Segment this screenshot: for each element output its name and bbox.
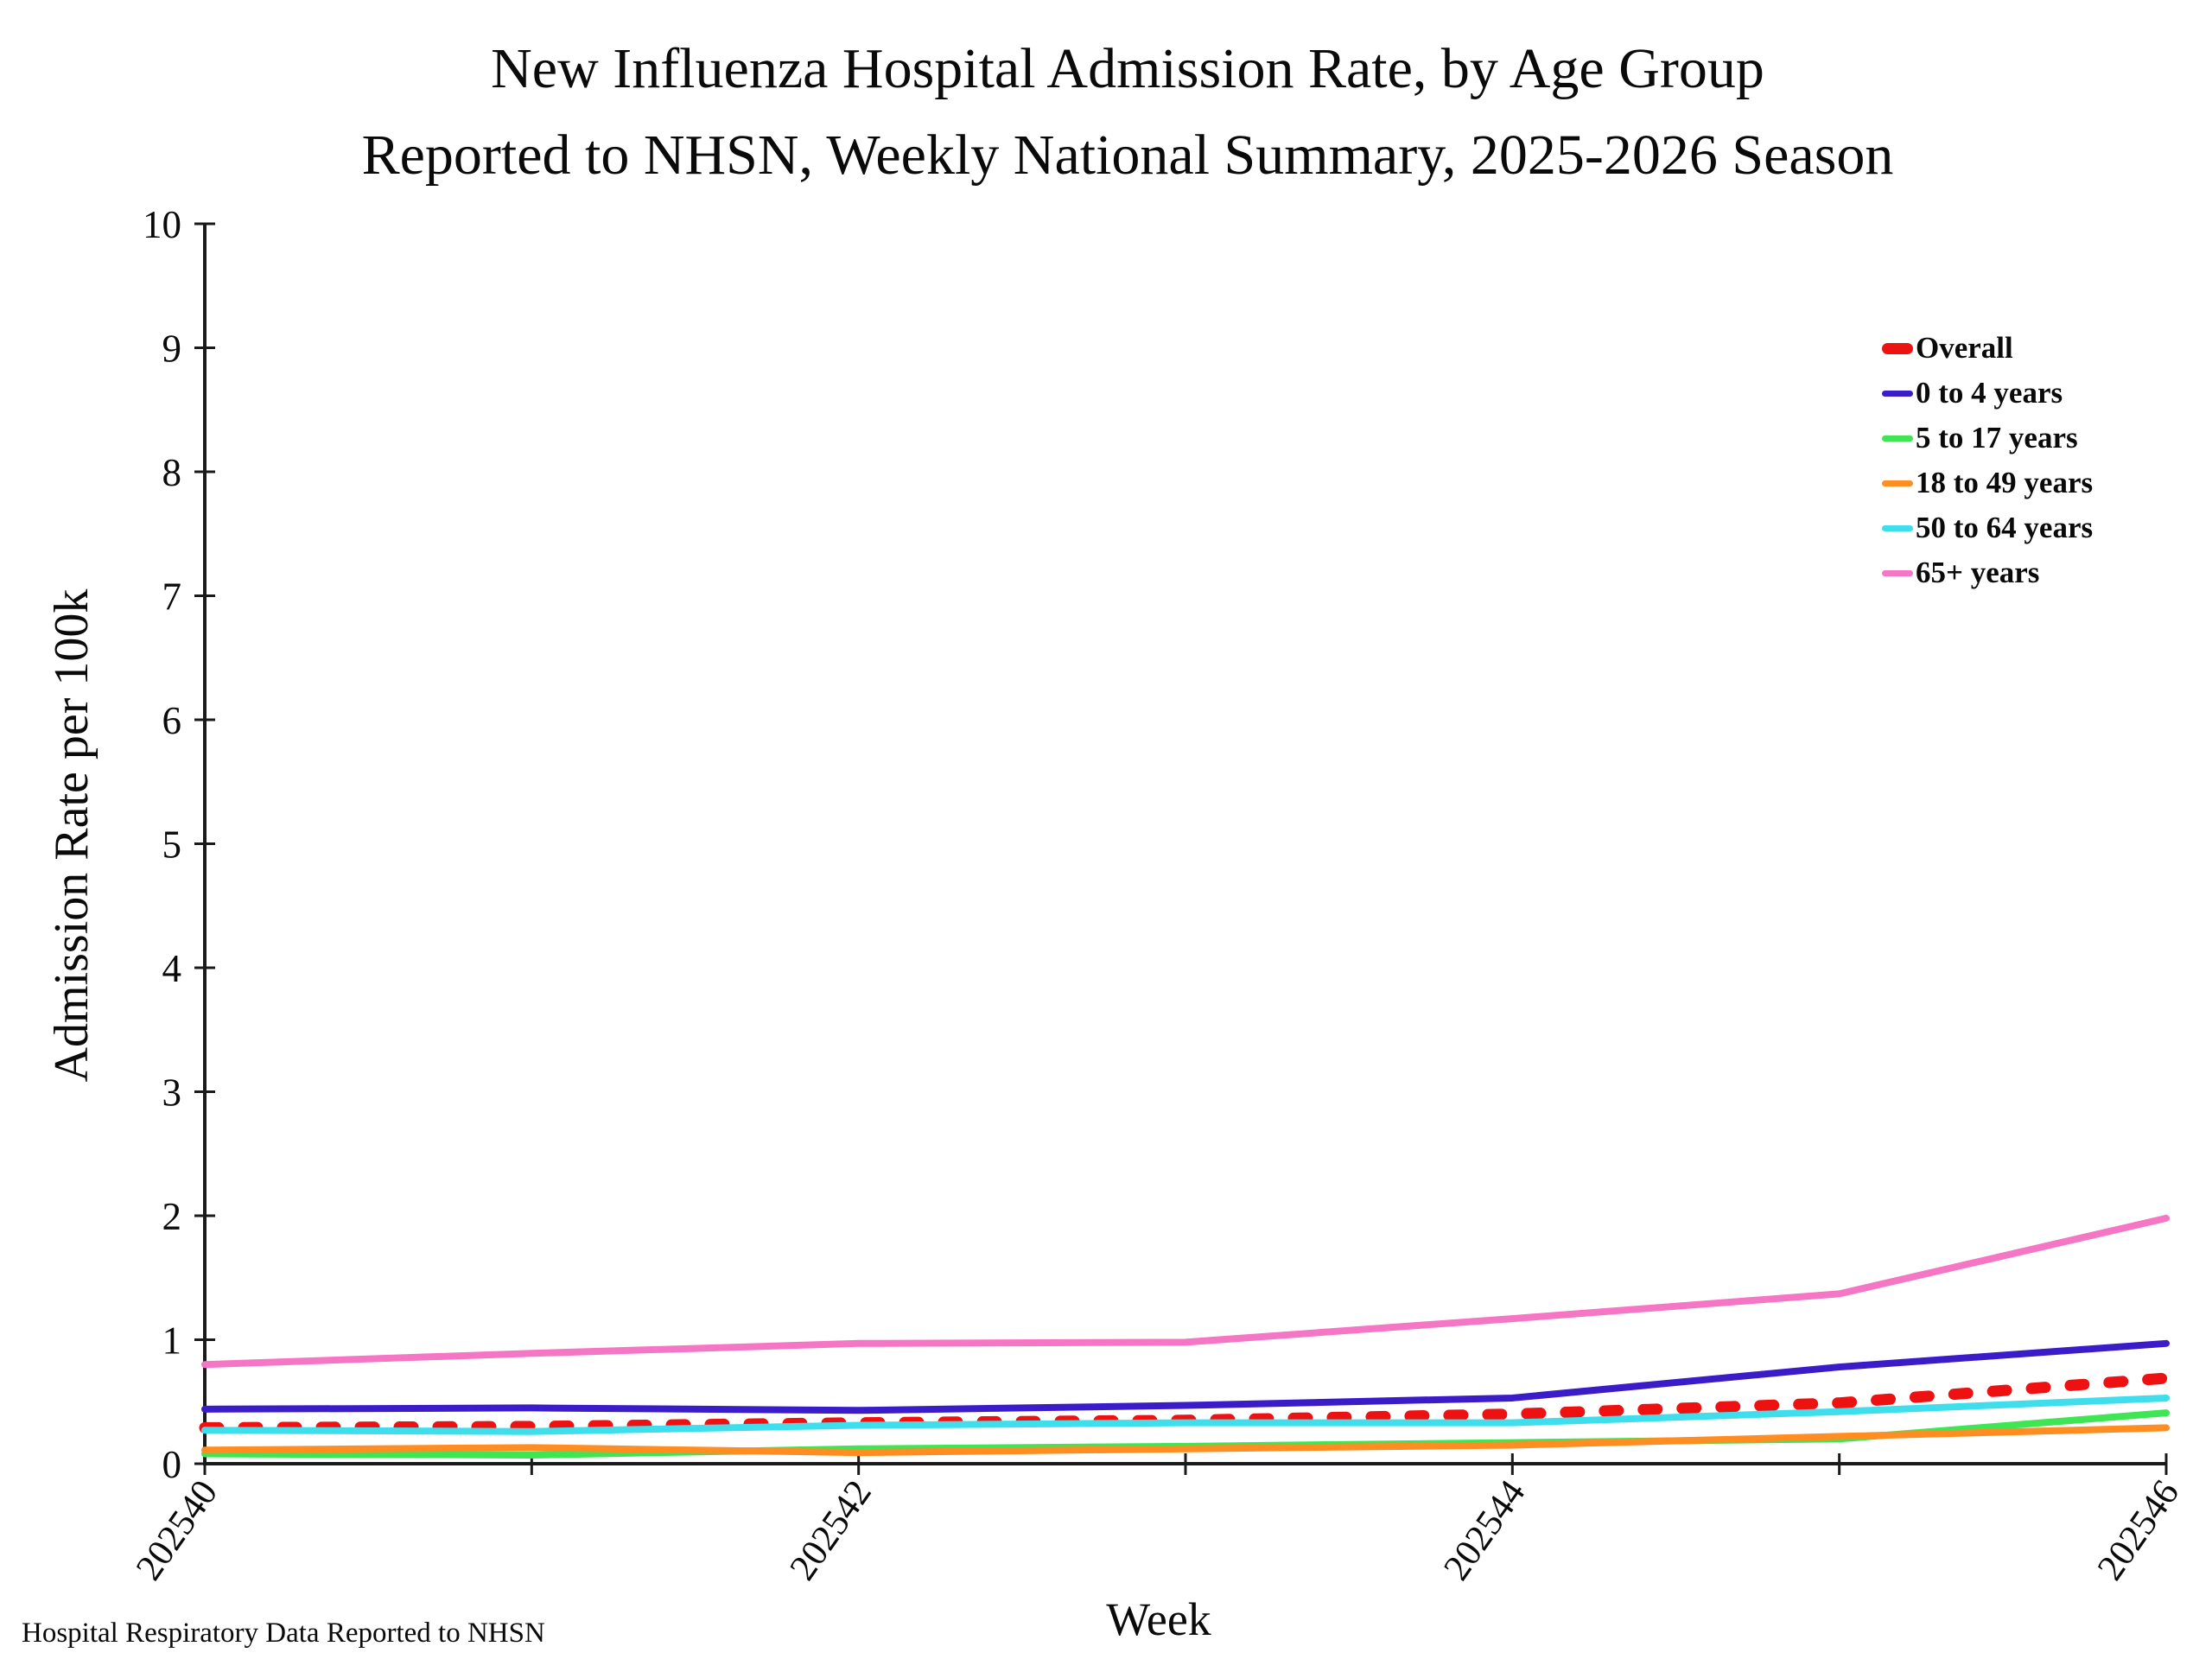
- legend-item-50-64: 50 to 64 years: [1882, 505, 2093, 550]
- chart-title-line1: New Influenza Hospital Admission Rate, b…: [491, 37, 1764, 100]
- x-tick-label: 202544: [1436, 1473, 1533, 1588]
- chart-title-line2: Reported to NHSN, Weekly National Summar…: [361, 124, 1894, 187]
- legend-swatch-50-64: [1882, 524, 1913, 531]
- legend-swatch-65plus: [1882, 569, 1913, 576]
- legend-swatch-5-17: [1882, 435, 1913, 442]
- x-tick-label: 202546: [2090, 1473, 2187, 1588]
- legend-item-65plus: 65+ years: [1882, 550, 2093, 595]
- series-line-50-to-64-years: [201, 1394, 2170, 1435]
- y-tick-label: 4: [162, 947, 182, 990]
- legend: Overall 0 to 4 years 5 to 17 years 18 to…: [1882, 326, 2093, 595]
- chart-title: New Influenza Hospital Admission Rate, b…: [43, 26, 2212, 199]
- y-tick-label: 8: [162, 451, 182, 494]
- footer-note: Hospital Respiratory Data Reported to NH…: [22, 1618, 545, 1649]
- legend-label: 50 to 64 years: [1916, 511, 2094, 544]
- legend-label: 5 to 17 years: [1916, 421, 2078, 454]
- x-tick-label: 202542: [782, 1473, 879, 1588]
- series-line-0-to-4-years: [201, 1339, 2170, 1414]
- legend-swatch-overall: [1882, 342, 1913, 354]
- y-tick-label: 2: [162, 1195, 182, 1238]
- legend-label: 65+ years: [1916, 556, 2040, 589]
- x-axis-title: Week: [1106, 1593, 1211, 1645]
- y-tick-label: 6: [162, 699, 182, 742]
- y-tick-label: 5: [162, 823, 182, 867]
- legend-swatch-18-49: [1882, 480, 1913, 486]
- legend-label: 0 to 4 years: [1916, 376, 2063, 410]
- series-line-18-to-49-years: [201, 1424, 2170, 1457]
- y-tick-label: 9: [162, 327, 182, 371]
- x-tick-label: 202540: [129, 1473, 226, 1588]
- y-tick-label: 10: [143, 203, 181, 246]
- y-tick-label: 3: [162, 1071, 182, 1115]
- axis-lines: [203, 224, 2166, 1465]
- series-line-65-years: [201, 1214, 2170, 1369]
- legend-label: Overall: [1916, 331, 2013, 365]
- y-tick-label: 1: [162, 1319, 182, 1363]
- legend-item-0-4: 0 to 4 years: [1882, 371, 2093, 416]
- y-tick-label: 7: [162, 575, 182, 619]
- y-tick-label: 0: [162, 1443, 182, 1486]
- legend-item-5-17: 5 to 17 years: [1882, 416, 2093, 461]
- y-axis-title: Admission Rate per 100k: [45, 588, 99, 1083]
- legend-swatch-0-4: [1882, 390, 1913, 397]
- legend-item-overall: Overall: [1882, 326, 2093, 371]
- legend-item-18-49: 18 to 49 years: [1882, 461, 2093, 505]
- legend-label: 18 to 49 years: [1916, 466, 2094, 499]
